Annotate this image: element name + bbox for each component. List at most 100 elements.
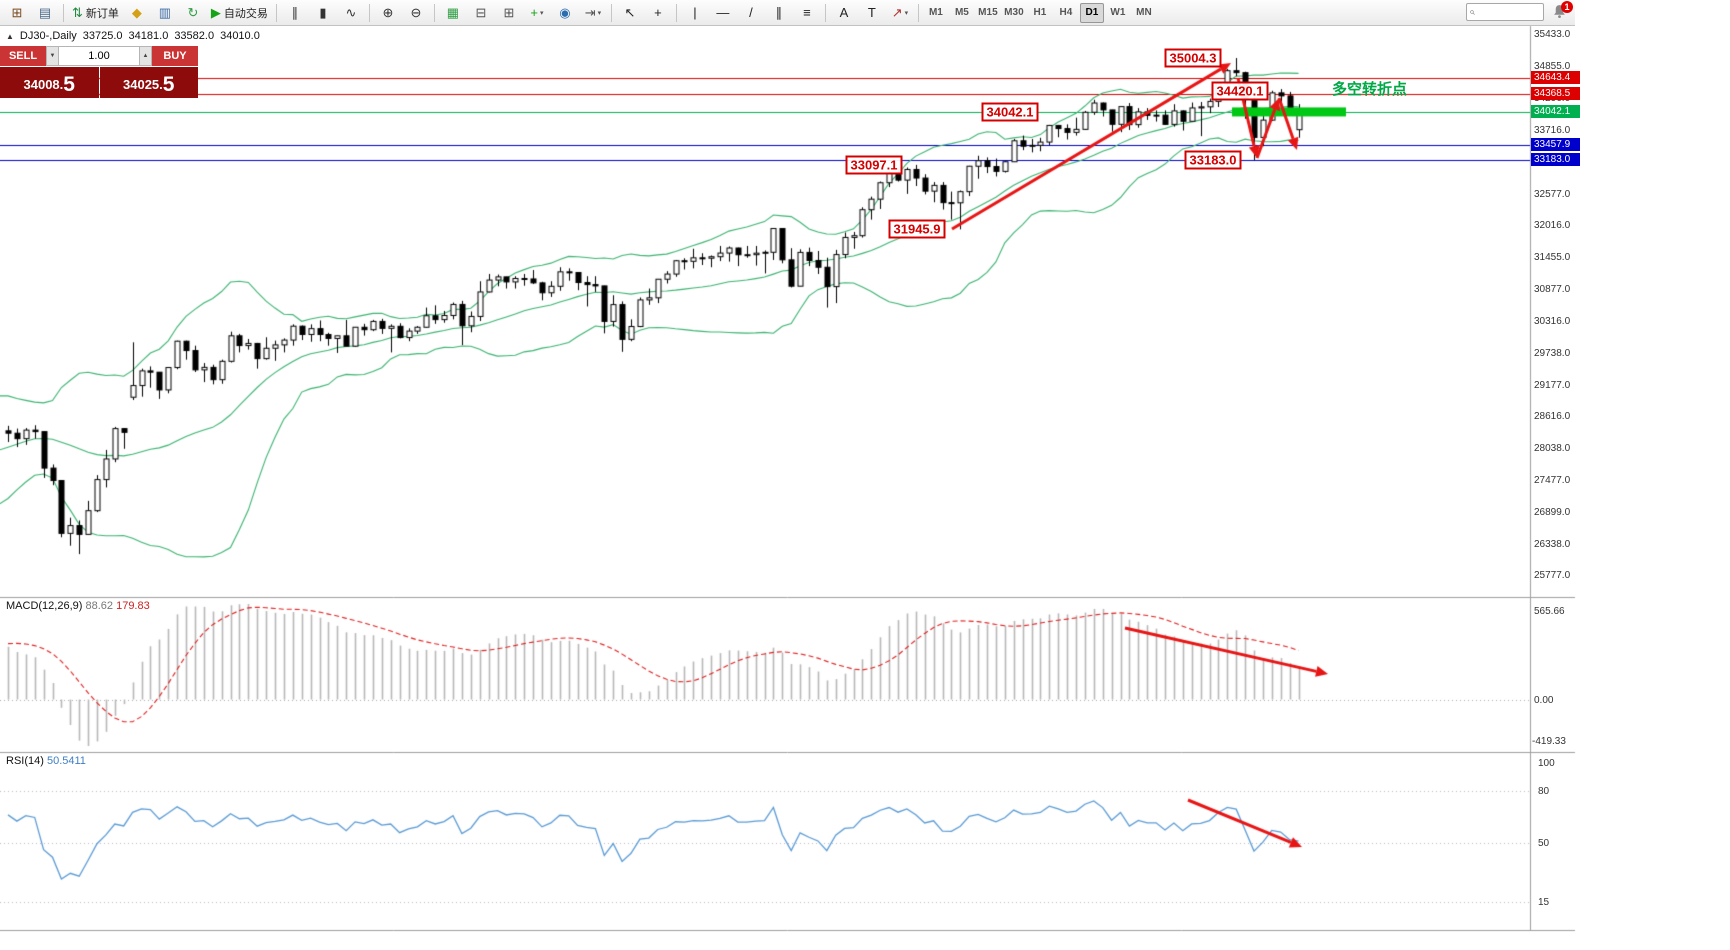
equidistant-channel-button[interactable]: ∥ (766, 2, 792, 24)
volume-input[interactable] (59, 46, 139, 66)
crosshair-button[interactable]: + (645, 2, 671, 24)
text-label-button[interactable]: T (859, 2, 885, 24)
timeframe-m30[interactable]: M30 (1004, 7, 1024, 18)
arrows-tool-button[interactable]: ↗ ▾ (887, 2, 913, 24)
buy-button[interactable]: BUY (152, 46, 198, 66)
timeframe-h1[interactable]: H1 (1033, 7, 1047, 18)
price-callout[interactable]: 33183.0 (1184, 150, 1242, 170)
bar-chart-button[interactable]: ∥ (282, 2, 308, 24)
toolbar-separator (275, 3, 277, 22)
expand-icon[interactable]: ▲ (6, 31, 14, 41)
line-chart-icon: ∿ (345, 5, 357, 20)
fibonacci-button[interactable]: ≡ (794, 2, 820, 24)
price-level-badge: 34368.5 (1531, 86, 1580, 100)
rsi-scale-label: 80 (1538, 786, 1550, 798)
candlestick-chart-button[interactable]: ▮ (310, 2, 336, 24)
price-callout[interactable]: 35004.3 (1164, 48, 1222, 68)
vertical-line-button[interactable]: | (682, 2, 708, 24)
symbol-ohlc-header: ▲ DJ30-,Daily 33725.0 34181.0 33582.0 34… (6, 30, 260, 42)
macd-scale-label: -419.33 (1532, 736, 1566, 747)
add-indicator-button[interactable]: + ▾ (524, 2, 550, 24)
trendline-icon: / (749, 5, 753, 20)
equidistant-channel-icon: ∥ (775, 5, 783, 20)
timeframe-m5[interactable]: M5 (954, 7, 969, 18)
timeframe-d1[interactable]: D1 (1079, 2, 1104, 23)
text-button[interactable]: A (831, 2, 857, 24)
indicator-window-button[interactable]: ⊞ (496, 2, 522, 24)
timeframe-m1[interactable]: M1 (928, 7, 943, 18)
timeframe-m15[interactable]: M15 (978, 7, 998, 18)
rsi-scale-label: 15 (1538, 897, 1550, 909)
profiles-icon: ▤ (38, 5, 52, 20)
data-window-icon: ▥ (158, 5, 172, 20)
price-callout[interactable]: 34420.1 (1211, 81, 1269, 101)
high-value: 34181.0 (128, 30, 169, 42)
turning-point-note[interactable]: 多空转折点 (1332, 81, 1408, 98)
zoom-out-icon: ⊖ (410, 5, 422, 20)
profiles-button[interactable]: ▤ (32, 2, 58, 24)
volume-up-button[interactable]: ▲ (139, 46, 152, 66)
macd-signal-value: 179.83 (116, 600, 150, 612)
dropdown-arrow-icon: ▾ (904, 9, 909, 17)
timeframe-mn[interactable]: MN (1136, 7, 1152, 18)
market-watch-button[interactable]: ◆ (124, 2, 150, 24)
price-axis-label: 26338.0 (1534, 538, 1571, 550)
timeframe-h4[interactable]: H4 (1059, 7, 1073, 18)
grid-icon: ▦ (446, 5, 460, 20)
toolbar-separator (824, 3, 826, 22)
timeframe-w1[interactable]: W1 (1110, 7, 1126, 18)
rsi-name: RSI(14) (6, 755, 44, 767)
buy-price: 34025. (123, 77, 163, 93)
new-chart-button[interactable]: ⊞ (4, 2, 30, 24)
rsi-scale-label: 100 (1538, 758, 1555, 769)
sell-button[interactable]: SELL (0, 46, 46, 66)
trendline-button[interactable]: / (738, 2, 764, 24)
price-level-badge: 33183.0 (1531, 153, 1580, 167)
cursor-button[interactable]: ↖ (617, 2, 643, 24)
toolbar-separator (433, 3, 435, 22)
chart-shift-button[interactable]: ⇥ ▾ (580, 2, 606, 24)
zoom-out-button[interactable]: ⊖ (403, 2, 429, 24)
indicator-list-button[interactable]: ⊟ (468, 2, 494, 24)
vertical-line-icon: | (693, 5, 697, 20)
line-chart-button[interactable]: ∿ (338, 2, 364, 24)
indicator-list-icon: ⊟ (475, 5, 487, 20)
price-axis-label: 29738.0 (1534, 348, 1571, 360)
price-axis-label: 32577.0 (1534, 189, 1571, 200)
price-callout[interactable]: 31945.9 (888, 219, 946, 239)
price-callout[interactable]: 34042.1 (981, 102, 1039, 122)
price-axis-label: 26899.0 (1534, 507, 1571, 519)
grid-button[interactable]: ▦ (440, 2, 466, 24)
price-axis-label: 28038.0 (1534, 443, 1571, 455)
toolbar-separator (368, 3, 370, 22)
macd-scale-label: 565.66 (1534, 606, 1565, 617)
new-order-button-icon: ⇅ (72, 5, 83, 20)
horizontal-line-button[interactable]: — (710, 2, 736, 24)
sell-price-button[interactable]: 34008. 5 (0, 67, 99, 98)
price-level-badge: 34042.1 (1531, 104, 1580, 118)
notification-bell[interactable]: 1 (1552, 1, 1573, 20)
fibonacci-icon: ≡ (803, 5, 811, 20)
volume-down-button[interactable]: ▼ (46, 46, 59, 66)
new-order-button[interactable]: ⇅ 新订单 (69, 2, 122, 24)
price-axis-label: 30316.0 (1534, 315, 1571, 327)
price-level-badge: 33457.9 (1531, 137, 1580, 151)
search-input[interactable] (1478, 5, 1540, 19)
auto-trading-button[interactable]: ▶ 自动交易 (208, 2, 271, 24)
price-callout[interactable]: 33097.1 (845, 155, 903, 175)
auto-scroll-button[interactable]: ◉ (552, 2, 578, 24)
zoom-in-button[interactable]: ⊕ (375, 2, 401, 24)
text-label-icon: T (867, 5, 876, 20)
strategy-tester-icon: ↻ (187, 5, 199, 20)
price-axis-label: 28616.0 (1534, 410, 1571, 422)
price-axis-label: 30877.0 (1534, 284, 1571, 296)
strategy-tester-button[interactable]: ↻ (180, 2, 206, 24)
macd-name: MACD(12,26,9) (6, 600, 83, 612)
price-axis-label: 29177.0 (1534, 379, 1571, 391)
open-value: 33725.0 (82, 30, 123, 42)
toolbar-separator (917, 3, 919, 22)
data-window-button[interactable]: ▥ (152, 2, 178, 24)
buy-price-button[interactable]: 34025. 5 (99, 67, 198, 98)
rsi-value: 50.5411 (46, 755, 86, 767)
